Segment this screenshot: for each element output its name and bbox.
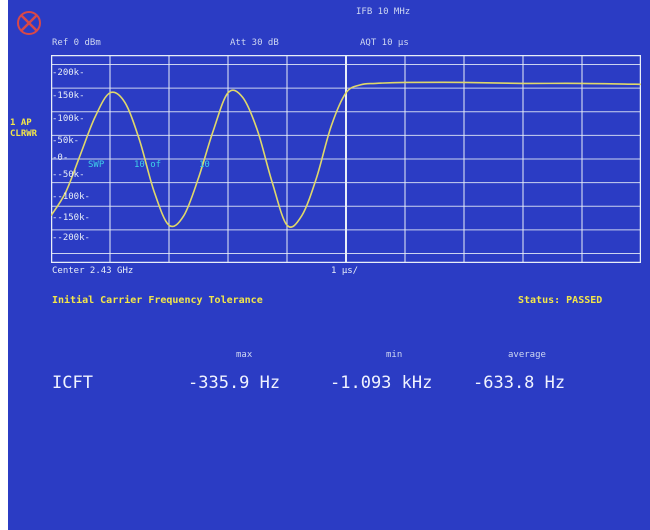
- trace-mode-line2: CLRWR: [10, 129, 38, 139]
- y-tick-label: -100k-: [52, 114, 85, 124]
- y-tick-label: -50k-: [52, 136, 80, 146]
- center-frequency-readout: Center 2.43 GHz: [52, 266, 134, 276]
- measurement-title: Initial Carrier Frequency Tolerance: [52, 295, 263, 306]
- rohde-schwarz-logo-icon: [17, 11, 41, 35]
- y-tick-label: --150k-: [52, 213, 90, 223]
- attenuation-readout: Att 30 dB: [230, 38, 279, 48]
- y-tick-label: --100k-: [52, 192, 90, 202]
- y-tick-label: --200k-: [52, 233, 90, 243]
- status-text: Status: PASSED: [518, 295, 603, 306]
- y-tick-label: -0-: [52, 153, 69, 163]
- plot-svg: [50, 54, 642, 264]
- frequency-deviation-plot: [50, 54, 642, 264]
- ref-level-readout: Ref 0 dBm: [52, 38, 101, 48]
- result-min-value: -1.093 kHz: [330, 373, 433, 393]
- column-header-min: min: [386, 350, 403, 360]
- acquisition-time-readout: AQT 10 µs: [360, 38, 409, 48]
- trace-mode-line1: 1 AP: [10, 118, 32, 128]
- sweep-count-total: 10: [199, 160, 210, 170]
- column-header-average: average: [508, 350, 546, 360]
- ifb-readout: IFB 10 MHz: [356, 7, 411, 17]
- sweep-count-label: SWP: [88, 160, 105, 170]
- analyzer-screen: IFB 10 MHz Ref 0 dBm Att 30 dB AQT 10 µs…: [8, 0, 650, 530]
- result-max-value: -335.9 Hz: [188, 373, 281, 393]
- result-row-label: ICFT: [52, 373, 93, 393]
- y-tick-label: -150k-: [52, 91, 85, 101]
- result-average-value: -633.8 Hz: [473, 373, 566, 393]
- y-tick-label: --50k-: [52, 170, 85, 180]
- time-per-division-readout: 1 µs/: [331, 266, 359, 276]
- y-tick-label: -200k-: [52, 68, 85, 78]
- column-header-max: max: [236, 350, 253, 360]
- sweep-count-value: 10 of: [134, 160, 162, 170]
- trace-line: [50, 81, 642, 228]
